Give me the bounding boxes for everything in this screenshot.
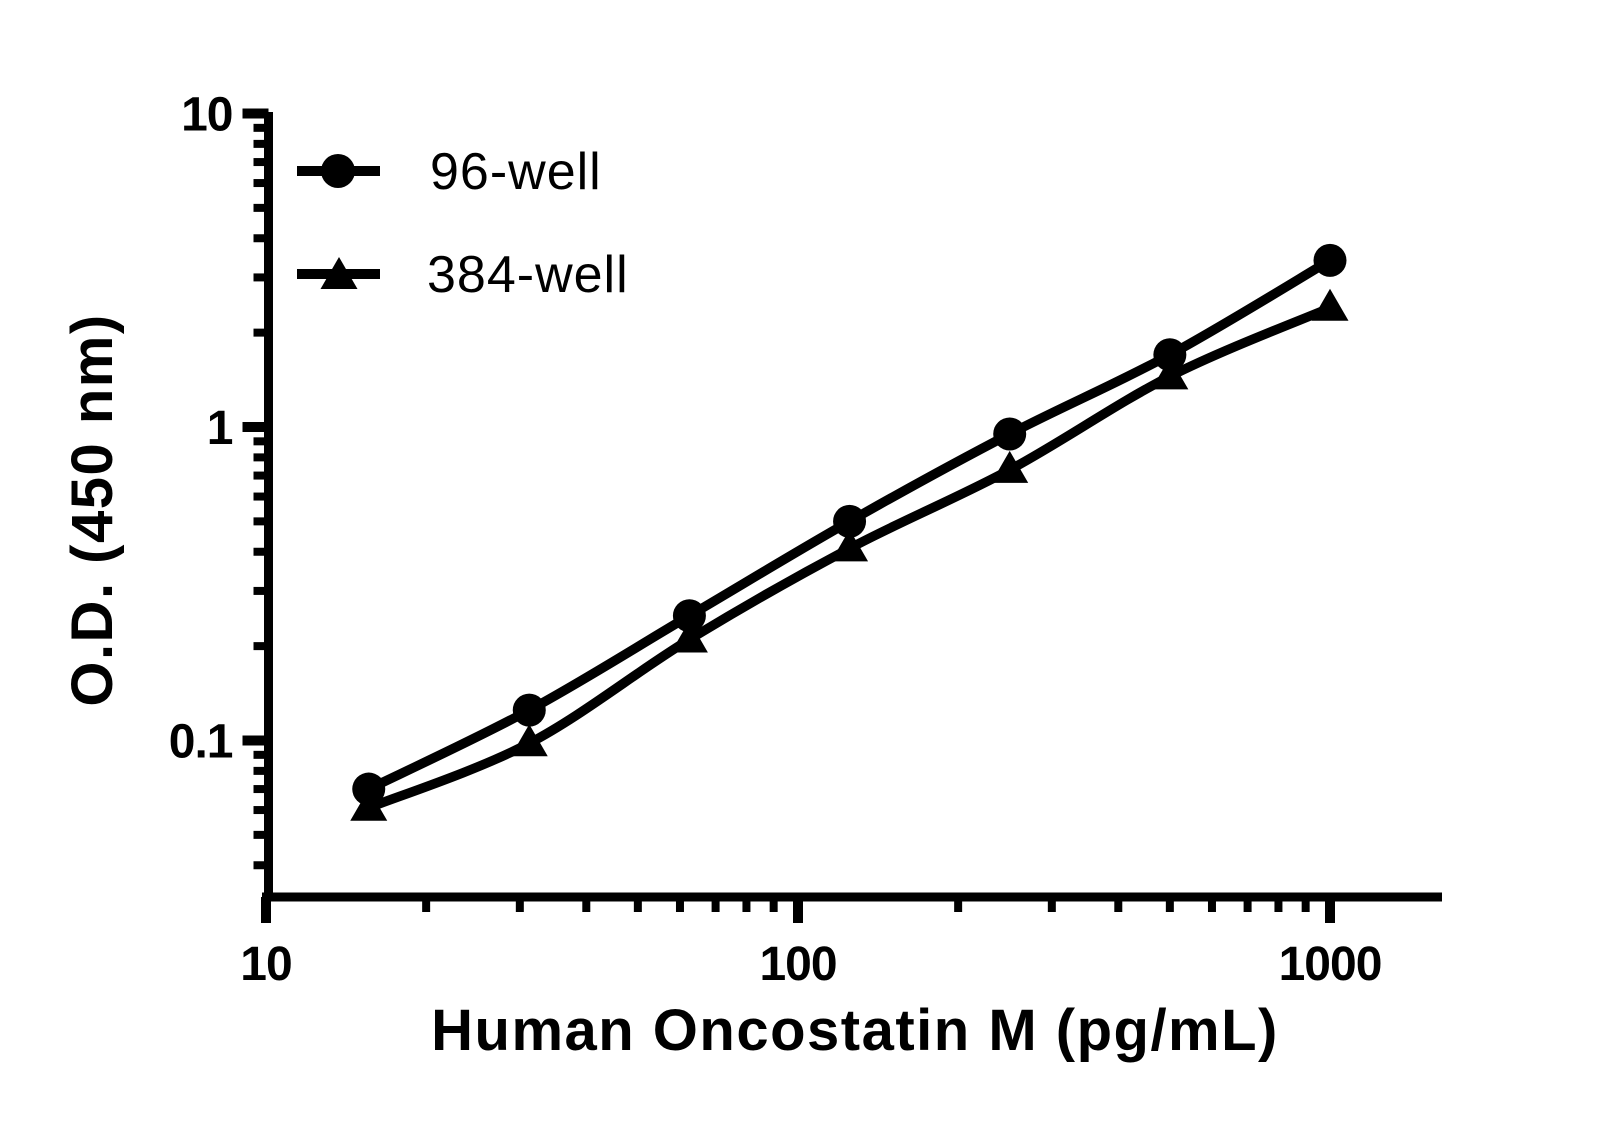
y-tick-label: 1	[207, 402, 233, 455]
marker-triangle	[670, 620, 708, 653]
y-tick-label: 10	[181, 89, 232, 142]
marker-circle	[672, 599, 706, 633]
marker-circle	[1313, 243, 1347, 277]
x-tick-label: 10	[240, 938, 291, 991]
y-axis-title: O.D. (450 nm)	[60, 313, 125, 706]
x-tick-label: 1000	[1279, 938, 1382, 991]
legend-label-384-well: 384-well	[427, 246, 629, 304]
marker-triangle	[350, 788, 388, 821]
tick-layer	[242, 108, 1335, 923]
legend-label-96-well: 96-well	[430, 143, 602, 201]
marker-triangle	[1311, 288, 1349, 321]
legend-marker-layer	[297, 154, 380, 289]
marker-triangle	[831, 529, 869, 562]
marker-triangle	[991, 450, 1029, 483]
legend-marker-circle	[321, 154, 355, 188]
marker-triangle	[510, 724, 548, 757]
marker-circle	[833, 504, 867, 538]
marker-triangle	[1151, 357, 1189, 390]
x-axis-title: Human Oncostatin M (pg/mL)	[431, 998, 1279, 1063]
marker-circle	[512, 693, 546, 727]
y-tick-label: 0.1	[169, 716, 233, 769]
legend: 96-well 384-well	[297, 143, 629, 304]
tick-label-layer: 10 1 0.1 10 100 1000	[169, 89, 1383, 992]
marker-circle	[1153, 338, 1187, 372]
marker-circle	[993, 417, 1027, 451]
marker-triangle	[320, 257, 358, 289]
x-tick-label: 100	[759, 938, 836, 991]
series-marker-layer	[350, 243, 1349, 821]
